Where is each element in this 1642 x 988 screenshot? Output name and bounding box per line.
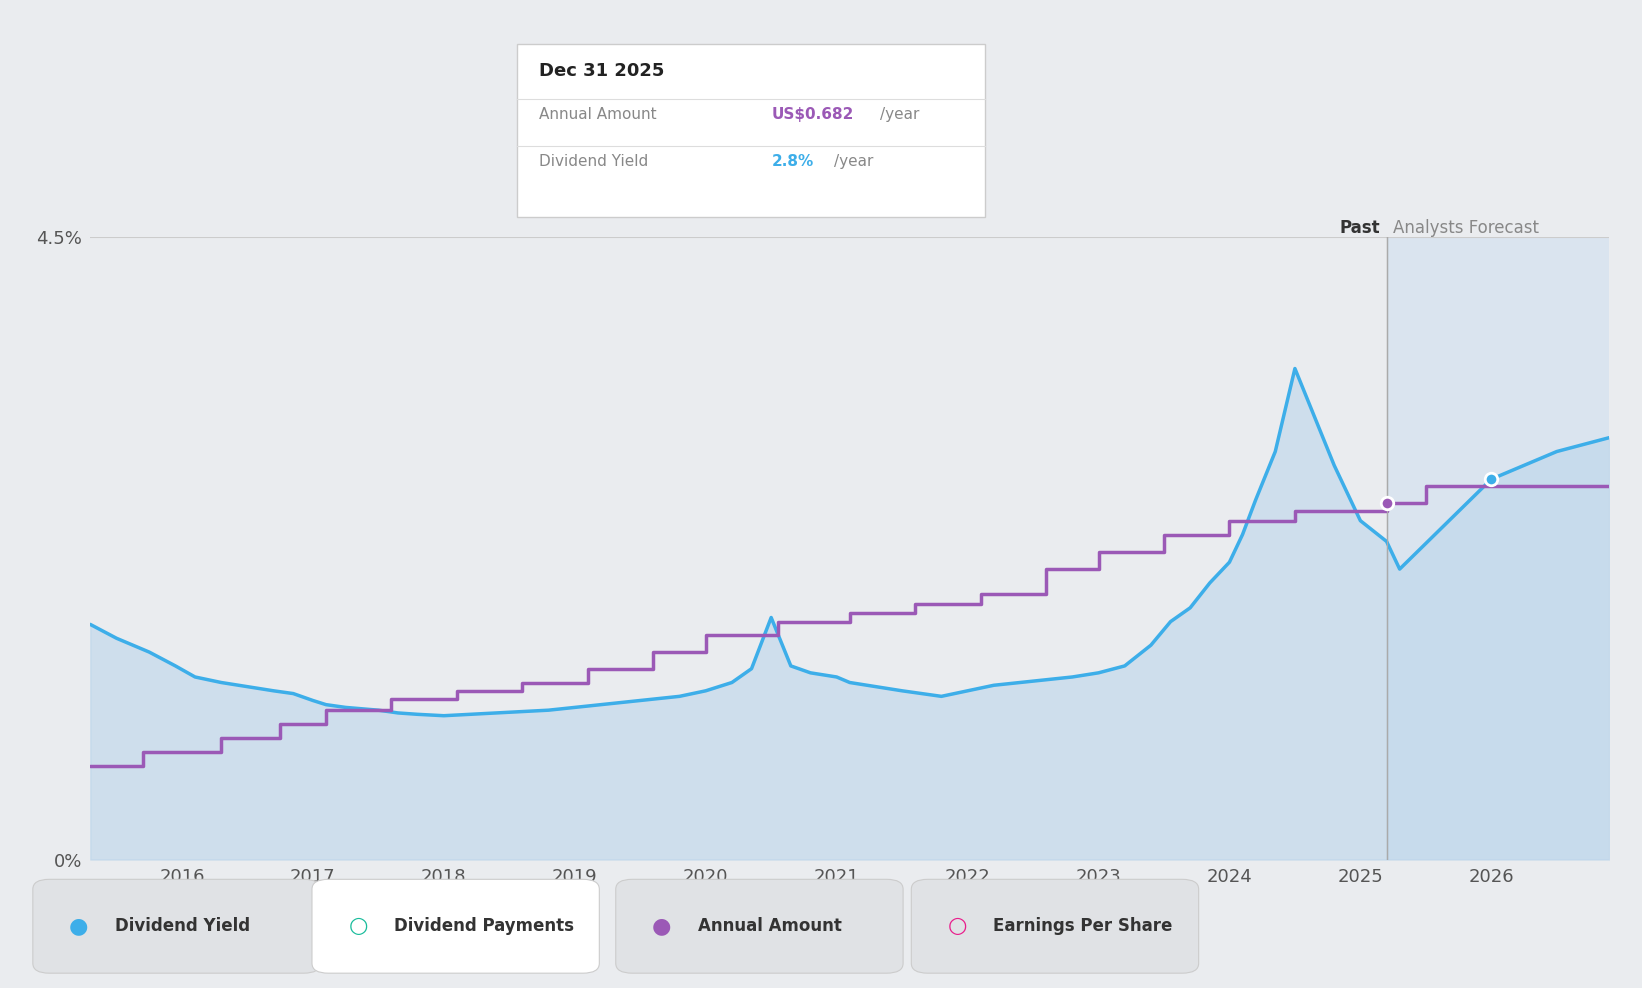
Text: /year: /year [880,107,920,122]
Text: Annual Amount: Annual Amount [698,917,842,936]
Text: ○: ○ [348,916,368,937]
Bar [1386,237,1609,860]
Text: ○: ○ [947,916,967,937]
Text: US$0.682: US$0.682 [772,107,854,122]
Text: Annual Amount: Annual Amount [539,107,657,122]
Text: ●: ● [69,916,89,937]
Text: Dividend Yield: Dividend Yield [539,154,649,169]
Text: Dividend Payments: Dividend Payments [394,917,575,936]
Text: /year: /year [834,154,874,169]
Text: Analysts Forecast: Analysts Forecast [1392,219,1539,237]
Text: Earnings Per Share: Earnings Per Share [993,917,1172,936]
Text: Dec 31 2025: Dec 31 2025 [539,62,663,80]
Text: Dividend Yield: Dividend Yield [115,917,250,936]
Text: Past: Past [1340,219,1379,237]
Text: ●: ● [652,916,672,937]
Text: 2.8%: 2.8% [772,154,814,169]
